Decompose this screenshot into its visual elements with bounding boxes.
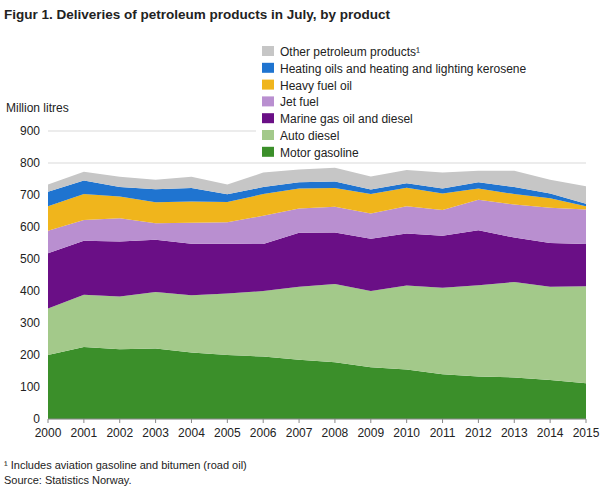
x-tick [514, 419, 515, 423]
y-tick-label: 500 [20, 252, 40, 266]
x-tick [442, 419, 443, 423]
x-axis [48, 419, 586, 420]
y-tick-label: 400 [20, 284, 40, 298]
x-tick [299, 419, 300, 423]
legend-label: Marine gas oil and diesel [280, 112, 413, 126]
y-axis-label: Million litres [6, 101, 69, 115]
source: Source: Statistics Norway. [4, 474, 132, 486]
x-tick-label: 2010 [393, 426, 420, 440]
x-tick-label: 2008 [322, 426, 349, 440]
x-tick-label: 2007 [286, 426, 313, 440]
x-tick [191, 419, 192, 423]
x-tick-label: 2000 [35, 426, 62, 440]
x-tick-label: 2003 [142, 426, 169, 440]
legend-swatch [262, 130, 274, 140]
area [48, 282, 586, 383]
area [48, 168, 586, 204]
legend-swatch [262, 63, 274, 73]
x-tick-label: 2005 [214, 426, 241, 440]
x-tick [406, 419, 407, 423]
y-tick-label: 100 [20, 380, 40, 394]
x-tick-label: 2006 [250, 426, 277, 440]
y-tick-label: 800 [20, 156, 40, 170]
chart: Figur 1. Deliveries of petroleum product… [0, 0, 609, 489]
legend-label: Jet fuel [280, 95, 319, 109]
areas [48, 168, 586, 419]
x-tick-label: 2002 [106, 426, 133, 440]
x-tick-label: 2011 [430, 426, 456, 440]
grid-line [48, 163, 586, 164]
x-tick-label: 2001 [71, 426, 98, 440]
y-tick-label: 0 [33, 412, 40, 426]
legend-box [256, 40, 596, 162]
x-tick-label: 2012 [465, 426, 492, 440]
legend-label: Heavy fuel oil [280, 79, 352, 93]
legend-label: Auto diesel [280, 129, 339, 143]
y-tick-label: 600 [20, 220, 40, 234]
x-tick [550, 419, 551, 423]
legend-label: Other petroleum products¹ [280, 45, 420, 59]
x-tick [227, 419, 228, 423]
x-tick [155, 419, 156, 423]
legend-label: Motor gasoline [280, 146, 359, 160]
x-tick [478, 419, 479, 423]
x-tick [334, 419, 335, 423]
x-tick-label: 2014 [537, 426, 564, 440]
legend-swatch [262, 80, 274, 90]
y-tick-label: 700 [20, 188, 40, 202]
x-tick [586, 419, 587, 423]
title: Figur 1. Deliveries of petroleum product… [4, 7, 391, 22]
x-tick [370, 419, 371, 423]
legend-swatch [262, 147, 274, 157]
legend-swatch [262, 96, 274, 106]
footnote: ¹ Includes aviation gasoline and bitumen… [4, 459, 247, 471]
x-tick [263, 419, 264, 423]
x-tick-label: 2015 [573, 426, 600, 440]
x-tick-label: 2004 [178, 426, 205, 440]
y-tick-label: 900 [20, 124, 40, 138]
legend-swatch [262, 113, 274, 123]
legend-swatch [262, 46, 274, 56]
legend-label: Heating oils and heating and lighting ke… [280, 62, 527, 76]
y-tick-label: 200 [20, 348, 40, 362]
y-tick-label: 300 [20, 316, 40, 330]
x-tick-label: 2013 [501, 426, 528, 440]
x-tick [83, 419, 84, 423]
x-tick-label: 2009 [357, 426, 384, 440]
area [48, 230, 586, 308]
grid-line [48, 419, 586, 420]
x-tick [119, 419, 120, 423]
background [0, 0, 609, 489]
x-tick [48, 419, 49, 423]
